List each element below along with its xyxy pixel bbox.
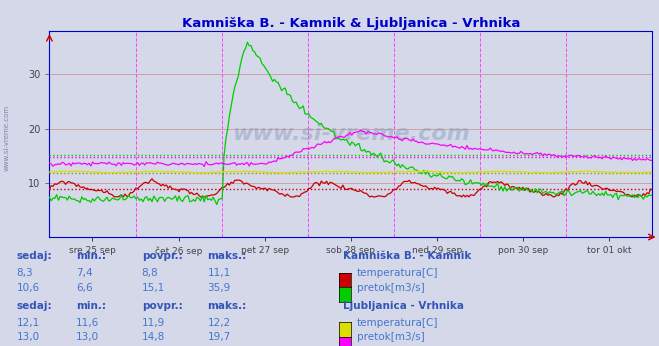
Text: 13,0: 13,0 xyxy=(76,332,99,342)
Text: 8,8: 8,8 xyxy=(142,268,158,278)
Text: 11,6: 11,6 xyxy=(76,318,99,328)
Text: 19,7: 19,7 xyxy=(208,332,231,342)
Text: 13,0: 13,0 xyxy=(16,332,40,342)
Text: 11,9: 11,9 xyxy=(142,318,165,328)
Text: Kamniška B. - Kamnik: Kamniška B. - Kamnik xyxy=(343,251,471,261)
Text: 8,3: 8,3 xyxy=(16,268,33,278)
Text: www.si-vreme.com: www.si-vreme.com xyxy=(232,124,470,144)
Text: 7,4: 7,4 xyxy=(76,268,92,278)
Text: min.:: min.: xyxy=(76,251,106,261)
Text: temperatura[C]: temperatura[C] xyxy=(357,268,439,278)
Text: sedaj:: sedaj: xyxy=(16,301,52,311)
Text: maks.:: maks.: xyxy=(208,251,247,261)
Text: povpr.:: povpr.: xyxy=(142,301,183,311)
Text: 35,9: 35,9 xyxy=(208,283,231,293)
Text: sedaj:: sedaj: xyxy=(16,251,52,261)
Text: maks.:: maks.: xyxy=(208,301,247,311)
Title: Kamniška B. - Kamnik & Ljubljanica - Vrhnika: Kamniška B. - Kamnik & Ljubljanica - Vrh… xyxy=(182,17,520,30)
Text: 6,6: 6,6 xyxy=(76,283,92,293)
Text: pretok[m3/s]: pretok[m3/s] xyxy=(357,332,425,342)
Text: 11,1: 11,1 xyxy=(208,268,231,278)
Text: temperatura[C]: temperatura[C] xyxy=(357,318,439,328)
Text: povpr.:: povpr.: xyxy=(142,251,183,261)
Text: 15,1: 15,1 xyxy=(142,283,165,293)
Text: min.:: min.: xyxy=(76,301,106,311)
Text: 12,2: 12,2 xyxy=(208,318,231,328)
Text: pretok[m3/s]: pretok[m3/s] xyxy=(357,283,425,293)
Text: www.si-vreme.com: www.si-vreme.com xyxy=(4,105,10,172)
Text: 14,8: 14,8 xyxy=(142,332,165,342)
Text: 10,6: 10,6 xyxy=(16,283,40,293)
Text: Ljubljanica - Vrhnika: Ljubljanica - Vrhnika xyxy=(343,301,464,311)
Text: 12,1: 12,1 xyxy=(16,318,40,328)
